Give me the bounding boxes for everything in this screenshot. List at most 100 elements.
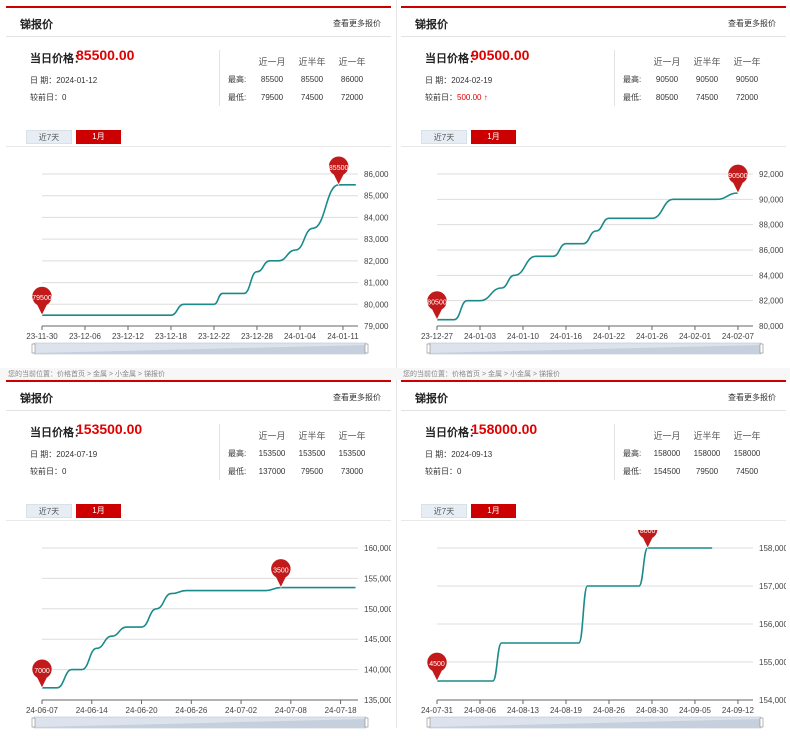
tab-separator — [401, 520, 786, 521]
x-tick-label: 24-01-11 — [327, 332, 359, 341]
accent-line — [401, 380, 786, 382]
breadcrumb-item-metals[interactable]: 金属 — [92, 371, 107, 378]
x-tick-label: 24-07-02 — [225, 706, 258, 715]
breadcrumb-item-home[interactable]: 价格首页 — [57, 371, 85, 378]
change-label: 较前日： — [425, 467, 457, 476]
tab-7-days[interactable]: 近7天 — [26, 504, 72, 518]
stats-cell: 90500 — [655, 74, 679, 84]
panel-title: 锑报价 — [415, 393, 448, 405]
breadcrumb: 您的当前位置：价格首页 > 金属 > 小金属 > 锑报价 — [8, 371, 165, 378]
stats-cell: 79500 — [260, 92, 284, 102]
stats-table: 近一月 近半年 近一年 最高: 158000 158000 158000 最低:… — [623, 426, 767, 480]
stats-cell: 74500 — [300, 92, 324, 102]
x-tick-label: 24-07-08 — [275, 706, 308, 715]
more-prices-link[interactable]: 查看更多报价 — [728, 393, 776, 402]
y-tick-label: 85,000 — [364, 192, 389, 201]
more-prices-link[interactable]: 查看更多报价 — [728, 19, 776, 28]
y-tick-label: 80,000 — [364, 300, 389, 309]
marker-label: 7000 — [34, 668, 50, 675]
navigator-series — [34, 719, 366, 728]
x-tick-label: 24-01-04 — [284, 332, 317, 341]
stats-cell: 85500 — [260, 74, 284, 84]
x-tick-label: 24-06-20 — [126, 706, 159, 715]
stats-header: 近一月 — [258, 56, 286, 67]
stats-header: 近一年 — [733, 430, 761, 441]
change-row: 较前日：0 — [425, 466, 461, 477]
price-marker: 80500 — [426, 290, 448, 321]
x-tick-label: 24-01-10 — [507, 332, 540, 341]
stats-header: 近一年 — [733, 56, 761, 67]
x-tick-label: 24-08-19 — [550, 706, 583, 715]
header-separator — [6, 410, 391, 411]
price-panel-3: 锑报价 查看更多报价 当日价格： 153500.00 日 期：2024-07-1… — [6, 380, 391, 741]
x-tick-label: 24-09-12 — [722, 706, 755, 715]
accent-line — [6, 380, 391, 382]
more-prices-link[interactable]: 查看更多报价 — [333, 393, 381, 402]
more-prices-link[interactable]: 查看更多报价 — [333, 19, 381, 28]
price-value: 90500.00 — [471, 47, 530, 63]
y-tick-label: 90,000 — [759, 195, 784, 204]
stats-table: 近一月 近半年 近一年 最高: 90500 90500 90500 最低: 80… — [623, 52, 767, 106]
marker-pin — [31, 286, 53, 316]
stats-cell: 80500 — [655, 92, 679, 102]
stats-cell: 154500 — [653, 466, 681, 476]
tab-1-month[interactable]: 1月 — [76, 504, 121, 518]
y-tick-label: 86,000 — [759, 246, 784, 255]
change-label: 较前日： — [30, 93, 62, 102]
x-tick-label: 23-12-28 — [241, 332, 274, 341]
y-tick-label: 86,000 — [364, 170, 389, 179]
row-divider — [0, 368, 790, 380]
x-tick-label: 24-07-31 — [421, 706, 454, 715]
header-separator — [401, 410, 786, 411]
breadcrumb-item-home[interactable]: 价格首页 — [452, 371, 480, 378]
date-label: 日 期： — [30, 450, 57, 459]
date-row: 日 期：2024-01-12 — [30, 75, 97, 86]
change-row: 较前日：500.00 ↑ — [425, 92, 488, 103]
marker-label: 80500 — [427, 300, 447, 307]
stats-header-row: 近一月 近半年 近一年 — [623, 426, 767, 444]
stats-separator — [614, 50, 615, 106]
stats-cell: 79500 — [300, 466, 324, 476]
stats-cell: 74500 — [695, 92, 719, 102]
tab-7-days[interactable]: 近7天 — [26, 130, 72, 144]
y-tick-label: 84,000 — [759, 271, 784, 280]
stats-row-label: 最低: — [228, 92, 247, 102]
stats-header: 近一月 — [653, 430, 681, 441]
price-marker: 7000 — [31, 658, 53, 689]
tab-1-month[interactable]: 1月 — [471, 130, 516, 144]
tab-1-month[interactable]: 1月 — [76, 130, 121, 144]
tab-7-days[interactable]: 近7天 — [421, 130, 467, 144]
tab-7-days[interactable]: 近7天 — [421, 504, 467, 518]
column-divider — [396, 0, 397, 728]
breadcrumb-item-current: 锑报价 — [538, 371, 560, 378]
breadcrumb-item-current: 锑报价 — [143, 371, 165, 378]
breadcrumb-item-minor-metals[interactable]: 小金属 — [114, 371, 136, 378]
stats-table: 近一月 近半年 近一年 最高: 153500 153500 153500 最低:… — [228, 426, 372, 480]
stats-cell: 73000 — [340, 466, 364, 476]
x-tick-label: 24-01-26 — [636, 332, 669, 341]
marker-pin — [270, 558, 292, 589]
y-tick-label: 157,000 — [759, 582, 786, 591]
y-tick-label: 160,000 — [364, 544, 391, 553]
stats-header: 近一年 — [338, 56, 366, 67]
y-tick-label: 154,000 — [759, 696, 786, 705]
navigator-handle-left — [426, 717, 431, 728]
date-row: 日 期：2024-07-19 — [30, 449, 97, 460]
price-label: 当日价格： — [425, 53, 480, 65]
stats-header-row: 近一月 近半年 近一年 — [228, 52, 372, 70]
x-tick-label: 24-09-05 — [679, 706, 712, 715]
breadcrumb-item-minor-metals[interactable]: 小金属 — [509, 371, 531, 378]
stats-separator — [614, 424, 615, 480]
stats-row-label: 最低: — [623, 466, 642, 476]
navigator-handle-right — [759, 717, 764, 728]
breadcrumb-item-metals[interactable]: 金属 — [487, 371, 502, 378]
marker-pin — [426, 290, 448, 321]
change-value: 500.00 ↑ — [457, 93, 488, 102]
tab-1-month[interactable]: 1月 — [471, 504, 516, 518]
stats-row-low: 最低: 79500 74500 72000 — [228, 88, 372, 106]
price-label: 当日价格： — [30, 53, 85, 65]
stats-header-row: 近一月 近半年 近一年 — [623, 52, 767, 70]
panel-title: 锑报价 — [415, 19, 448, 31]
breadcrumb-prefix: 您的当前位置： — [8, 371, 57, 378]
stats-row-label: 最高: — [228, 74, 247, 84]
